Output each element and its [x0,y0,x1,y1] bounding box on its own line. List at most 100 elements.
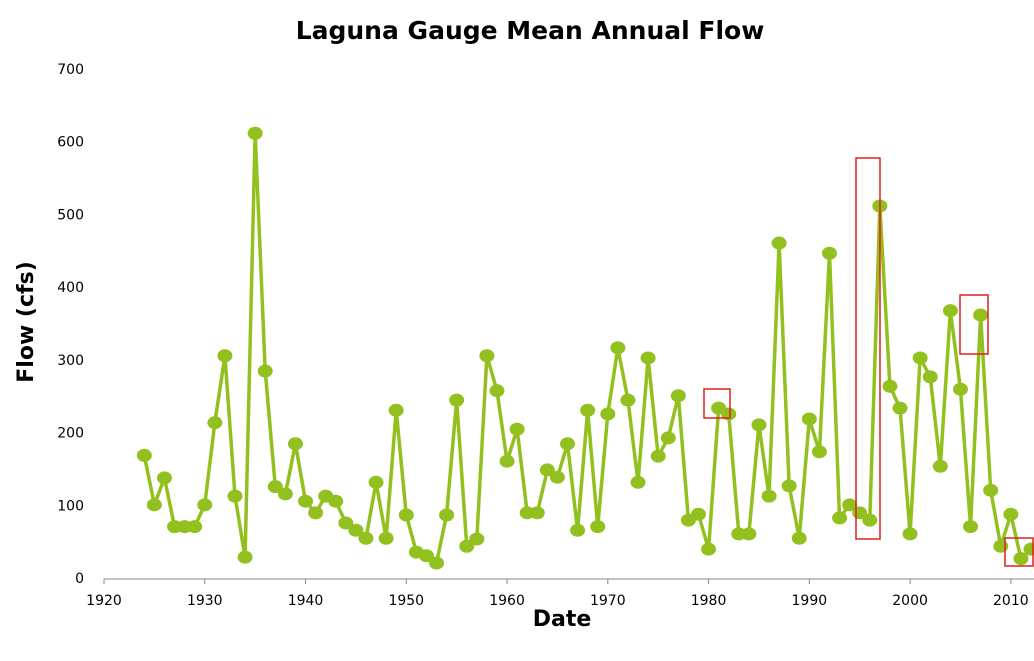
point [882,379,898,393]
point [912,351,928,365]
point [328,494,344,508]
line [142,131,1033,565]
x-tick-label: 1930 [187,593,223,609]
y-tick-label: 500 [57,207,84,223]
point [459,539,475,553]
point [721,407,737,421]
point [479,349,495,363]
point [308,506,324,520]
point [751,418,767,432]
point [821,246,837,260]
point [761,489,777,503]
point [267,480,283,494]
y-tick-label: 700 [57,62,84,78]
point [368,475,384,489]
point [862,513,878,527]
highlight-box [1004,537,1034,567]
point [529,506,545,520]
point [338,516,354,530]
point [690,507,706,521]
y-tick-label: 0 [75,571,84,587]
x-tick-label: 1980 [691,593,727,609]
y-tick-label: 400 [57,280,84,296]
point [580,403,596,417]
point [993,539,1009,553]
y-tick-label: 100 [57,498,84,514]
x-tick-label: 1990 [792,593,828,609]
point [348,523,364,537]
point [952,382,968,396]
point [136,448,152,462]
point [570,523,586,537]
point [398,508,414,522]
point [1003,507,1019,521]
point [358,531,374,545]
point [640,351,656,365]
point [277,487,293,501]
point [781,479,797,493]
point [973,308,989,322]
point [610,341,626,355]
point [499,454,515,468]
y-tick-label: 600 [57,135,84,151]
point [892,401,908,415]
x-tick-label: 1950 [388,593,424,609]
point [630,475,646,489]
point [963,520,979,534]
point [801,412,817,426]
point [701,542,717,556]
point [227,489,243,503]
point [449,393,465,407]
highlight-box [855,157,881,540]
point [741,527,757,541]
point [600,407,616,421]
plot-area: 0 100 200 300 400 500 600 700 1920 1930 1940 1950 19… [57,62,1034,609]
point [560,437,575,451]
x-tick-label: 2010 [993,593,1029,609]
point [620,393,636,407]
x-tick-label: 1940 [288,593,324,609]
point [418,549,434,563]
y-tick-label: 300 [57,353,84,369]
point [207,416,223,430]
point [942,304,958,318]
point [257,364,273,378]
point [146,498,162,512]
point [650,449,666,463]
x-tick-label: 2000 [892,593,928,609]
x-tick-label: 1960 [489,593,525,609]
point [791,531,807,545]
point [983,483,999,497]
y-axis-title: Flow (cfs) [14,261,39,382]
point [539,463,555,477]
point [469,532,485,546]
point [378,531,394,545]
highlight-box [703,388,731,419]
point [298,494,314,508]
point [811,445,827,459]
point [388,403,404,417]
point [922,370,938,384]
point [429,556,445,570]
point [932,459,948,473]
point [842,498,858,512]
point [197,498,213,512]
point [832,511,848,525]
point [287,437,303,451]
point [660,431,676,445]
point [187,520,203,534]
point [247,126,263,140]
x-tick-label: 1970 [590,593,626,609]
point [549,470,565,484]
point [489,384,505,398]
x-axis-title: Date [533,607,592,632]
point [439,508,455,522]
point [771,236,787,250]
point [1023,542,1034,556]
point [670,389,686,403]
y-tick-label: 200 [57,426,84,442]
x-tick-label: 1920 [86,593,122,609]
point [509,422,525,436]
point [217,349,233,363]
